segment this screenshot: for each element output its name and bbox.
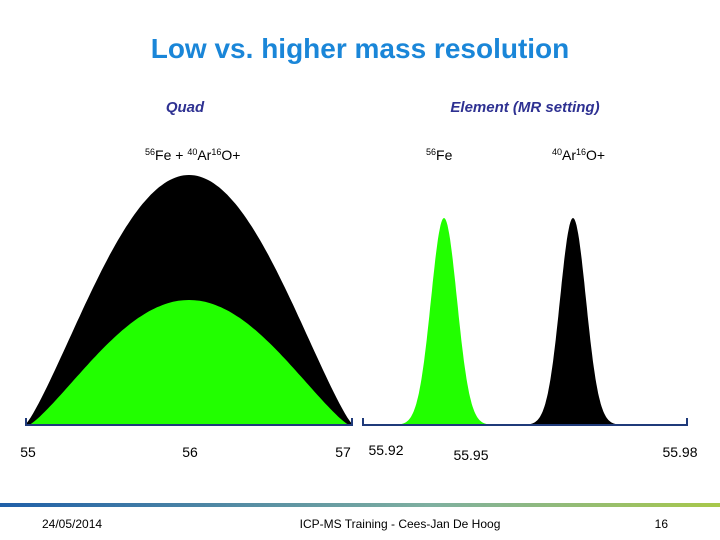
tick-label: 55	[20, 444, 36, 460]
tick-label: 57	[335, 444, 351, 460]
footer-rule	[0, 503, 720, 507]
text: Ar	[562, 147, 576, 163]
peak	[392, 218, 496, 425]
title: Low vs. higher mass resolution	[151, 33, 570, 64]
species-label: 56Fe + 40Ar16O+	[145, 147, 240, 163]
text: Ar	[197, 147, 211, 163]
species-label: 56Fe	[426, 147, 453, 163]
text: O+	[586, 147, 605, 163]
peaks	[25, 175, 625, 425]
species-label: 40Ar16O+	[552, 147, 605, 163]
panel-label: Element (MR setting)	[450, 99, 599, 116]
page-number: 16	[655, 517, 669, 531]
text: O+	[221, 147, 240, 163]
tick-label: 55.98	[662, 444, 697, 460]
panel-label: Quad	[166, 99, 205, 116]
axes	[25, 418, 688, 426]
superscript: 16	[576, 147, 586, 157]
peak	[29, 300, 349, 425]
text: Fe	[436, 147, 453, 163]
peak	[521, 218, 625, 425]
tick-label: 55.95	[453, 447, 488, 463]
superscript: 40	[187, 147, 197, 157]
superscript: 56	[426, 147, 436, 157]
text: Fe +	[155, 147, 187, 163]
footer-text: ICP-MS Training - Cees-Jan De Hoog	[300, 517, 501, 531]
tick-label: 55.92	[368, 442, 403, 458]
superscript: 16	[211, 147, 221, 157]
footer-date: 24/05/2014	[42, 517, 102, 531]
tick-label: 56	[182, 444, 198, 460]
superscript: 40	[552, 147, 562, 157]
superscript: 56	[145, 147, 155, 157]
